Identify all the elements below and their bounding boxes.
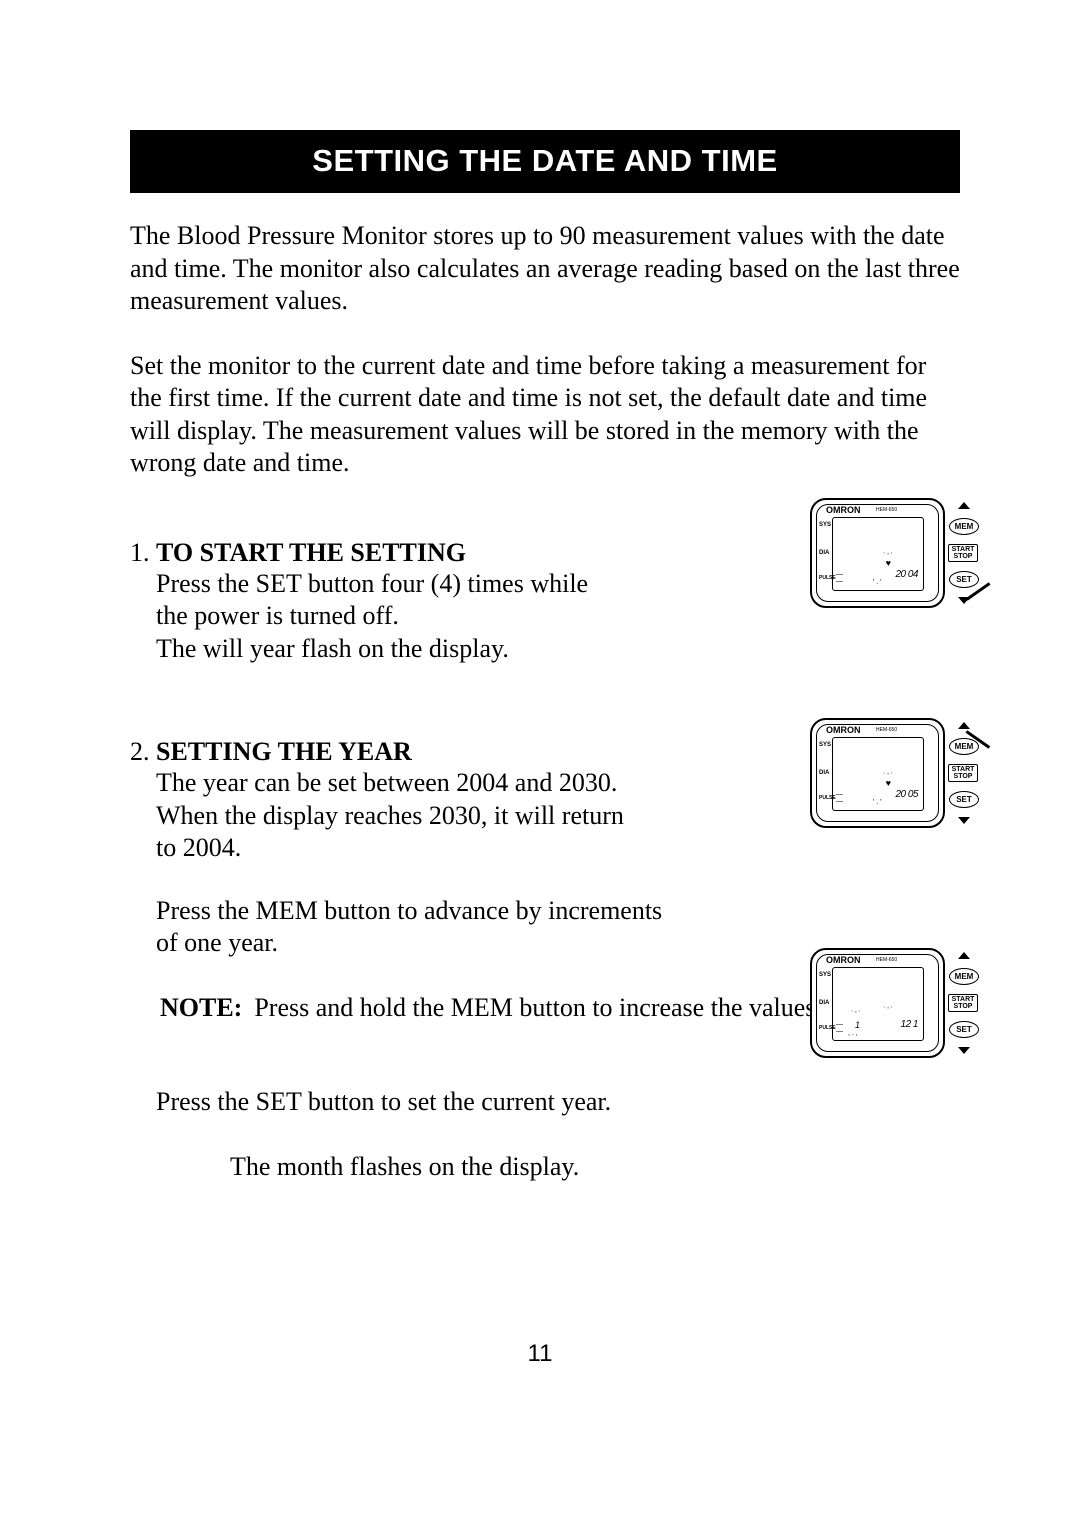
device-figure-3: OMRON HEM-650 SYS DIA PULSE ` ' ´ 12 1 1…: [810, 948, 980, 1063]
up-arrow-icon: [958, 952, 970, 959]
device-brand: OMRON: [826, 955, 861, 965]
lcd-screen: ♥ ` ' ´ 20 05 ' . ' — —: [832, 737, 924, 811]
step-2-number: 2.: [130, 737, 156, 766]
down-arrow-icon: [958, 817, 970, 824]
stop-label: STOP: [954, 1003, 973, 1010]
start-label: START: [952, 996, 975, 1003]
tick-marks-icon: , . ,: [848, 1030, 858, 1037]
flash-rays-icon: ` ' ´: [883, 1009, 893, 1014]
step-2-line-4: Press the MEM button to advance by incre…: [156, 895, 960, 928]
up-arrow-icon: [958, 722, 970, 729]
tick-marks-icon: ' . ': [873, 579, 882, 586]
step-1-number: 1.: [130, 538, 156, 567]
down-arrow-icon: [958, 1047, 970, 1054]
step-2-line-3: to 2004.: [156, 832, 960, 865]
device-model: HEM-650: [876, 507, 897, 513]
flash-rays-icon: ` ' ´: [883, 555, 893, 560]
up-arrow-icon: [958, 502, 970, 509]
start-label: START: [952, 766, 975, 773]
label-sys: SYS: [819, 972, 831, 978]
label-dia: DIA: [819, 770, 829, 776]
device-model: HEM-650: [876, 727, 897, 733]
lcd-value-2: 20 05: [895, 789, 918, 800]
stop-label: STOP: [954, 553, 973, 560]
page-number: 11: [0, 1340, 1080, 1368]
button-column: MEM STARTSTOP SET: [948, 718, 980, 828]
note-text: Press and hold the MEM button to increas…: [254, 992, 884, 1025]
start-label: START: [952, 546, 975, 553]
start-stop-button[interactable]: STARTSTOP: [948, 994, 978, 1013]
flash-rays-icon: ` ' ´: [851, 1013, 861, 1018]
label-dia: DIA: [819, 1000, 829, 1006]
dash-icon: —: [836, 578, 843, 585]
set-button[interactable]: SET: [949, 1021, 979, 1038]
flash-rays-icon: ` ' ´: [883, 775, 893, 780]
label-dia: DIA: [819, 550, 829, 556]
dash-icon: —: [836, 798, 843, 805]
lcd-value-3: 12 1: [901, 1019, 918, 1030]
dash-icon: —: [836, 791, 843, 798]
intro-para-2: Set the monitor to the current date and …: [130, 350, 960, 480]
lcd-screen: ♥ ` ' ´ 20 04 ' . ' — —: [832, 517, 924, 591]
device-figure-2: OMRON HEM-650 SYS DIA PULSE ♥ ` ' ´ 20 0…: [810, 718, 980, 833]
section-header: SETTING THE DATE AND TIME: [130, 130, 960, 193]
set-button[interactable]: SET: [949, 791, 979, 808]
mem-button[interactable]: MEM: [949, 968, 979, 985]
mem-button[interactable]: MEM: [949, 518, 979, 535]
set-button[interactable]: SET: [949, 571, 979, 588]
intro-para-1: The Blood Pressure Monitor stores up to …: [130, 220, 960, 318]
step-2-title: SETTING THE YEAR: [156, 737, 412, 766]
device-brand: OMRON: [826, 505, 861, 515]
lcd-value-3-prefix: 1: [855, 1020, 860, 1030]
dash-icon: —: [836, 1021, 843, 1028]
start-stop-button[interactable]: STARTSTOP: [948, 764, 978, 783]
lcd-screen: ` ' ´ 12 1 1 ` ' ´ , . , — —: [832, 967, 924, 1041]
device-model: HEM-650: [876, 957, 897, 963]
intro-block: The Blood Pressure Monitor stores up to …: [130, 220, 960, 480]
step-1-line-3: The will year flash on the display.: [156, 633, 960, 666]
step-2-after-1: Press the SET button to set the current …: [156, 1086, 960, 1119]
button-column: MEM STARTSTOP SET: [948, 948, 980, 1058]
stop-label: STOP: [954, 773, 973, 780]
label-sys: SYS: [819, 522, 831, 528]
device-brand: OMRON: [826, 725, 861, 735]
mem-button[interactable]: MEM: [949, 738, 979, 755]
step-2-after-2: The month flashes on the display.: [230, 1151, 960, 1184]
note-label: NOTE:: [160, 992, 242, 1025]
dash-icon: —: [836, 571, 843, 578]
step-1-title: TO START THE SETTING: [156, 538, 466, 567]
device-figure-1: OMRON HEM-650 SYS DIA PULSE ♥ ` ' ´ 20 0…: [810, 498, 980, 613]
label-sys: SYS: [819, 742, 831, 748]
start-stop-button[interactable]: STARTSTOP: [948, 544, 978, 563]
dash-icon: —: [836, 1028, 843, 1035]
tick-marks-icon: ' . ': [873, 799, 882, 806]
lcd-value-1: 20 04: [895, 569, 918, 580]
